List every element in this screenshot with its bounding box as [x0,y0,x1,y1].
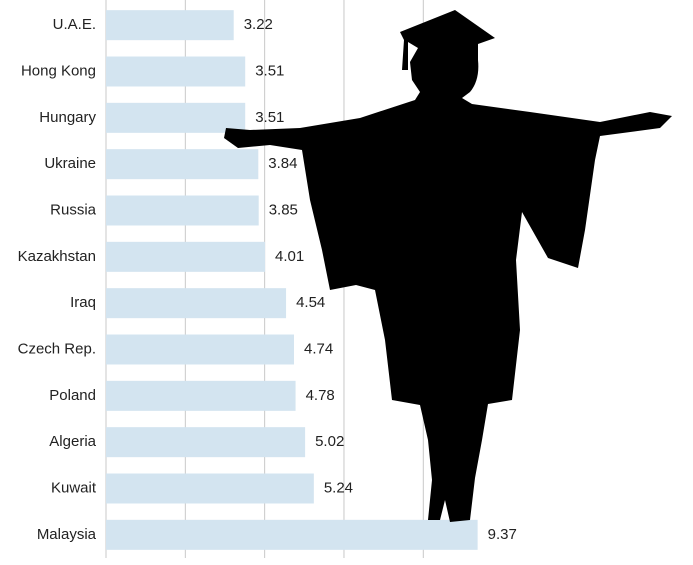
category-label: Poland [49,387,96,404]
category-label: Ukraine [44,155,96,172]
bar [106,10,234,41]
bar [106,519,478,550]
category-label: Malaysia [37,526,97,543]
value-label: 4.78 [306,387,335,404]
category-label: Czech Rep. [18,340,96,357]
category-label: Kazakhstan [18,248,96,265]
category-label: Hungary [39,109,96,126]
category-label: Russia [50,201,97,218]
bar [106,427,306,458]
value-label: 3.51 [255,62,284,79]
value-label: 9.37 [488,526,517,543]
category-label: U.A.E. [53,16,96,33]
value-label: 3.51 [255,109,284,126]
value-label: 3.84 [268,155,297,172]
plot-layer [105,0,478,558]
value-label: 4.74 [304,340,333,357]
value-label: 4.01 [275,248,304,265]
value-label: 5.02 [315,433,344,450]
category-label: Kuwait [51,479,97,496]
bar [106,241,266,272]
value-label: 3.85 [269,201,298,218]
value-label: 4.54 [296,294,325,311]
bar [106,334,294,365]
bar [106,149,259,180]
value-label: 3.22 [244,16,273,33]
value-label: 5.24 [324,479,353,496]
bar [106,473,314,504]
bar [106,102,246,133]
bar [106,195,259,226]
category-label: Iraq [70,294,96,311]
bar [106,380,296,411]
category-label: Hong Kong [21,62,96,79]
bar [106,56,246,87]
bar [106,288,287,319]
category-label: Algeria [49,433,96,450]
label-layer: U.A.E. 3.22 Hong Kong 3.51 Hungary 3.51 Ukrain… [18,16,517,543]
graduate-silhouette [224,10,672,522]
